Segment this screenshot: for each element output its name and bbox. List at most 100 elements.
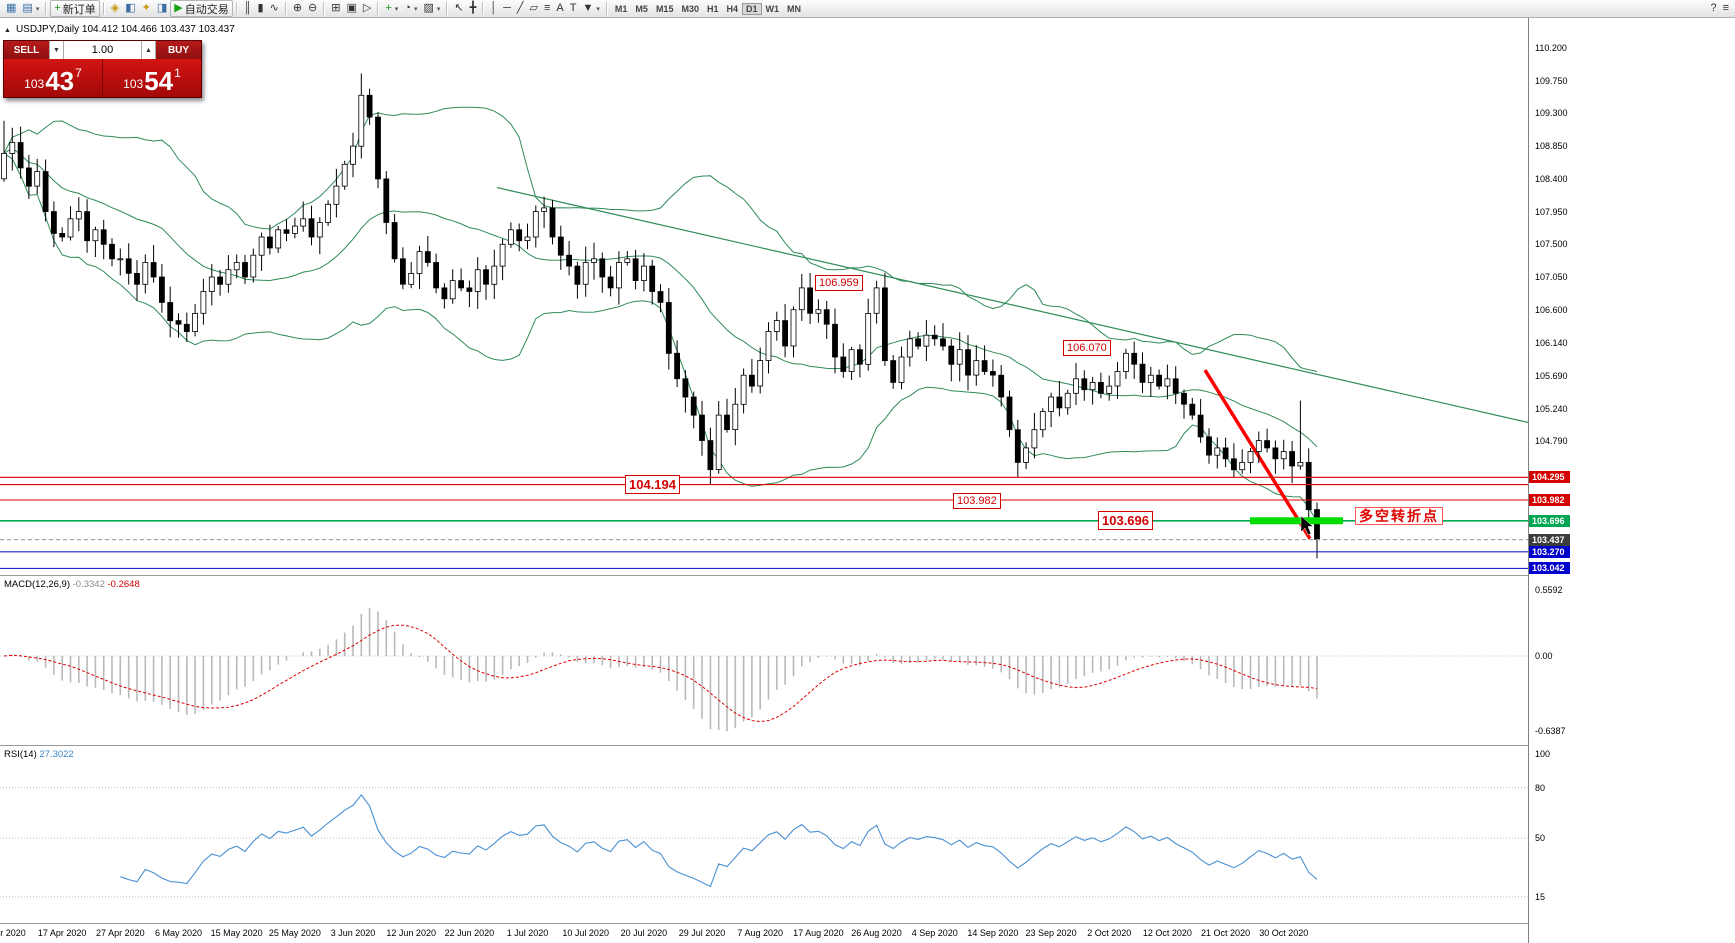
descending-trendline[interactable]: [496, 187, 1528, 423]
label-button[interactable]: T: [567, 1, 580, 16]
periods-button[interactable]: ◔ ▾: [401, 1, 420, 16]
price-label-104194[interactable]: 104.194: [625, 474, 680, 494]
auto-scroll-icon: ▣: [346, 2, 357, 14]
panel-separator[interactable]: [0, 575, 1735, 576]
fibonacci-button[interactable]: ≡: [541, 1, 553, 16]
toolbar-options-button[interactable]: ≡: [1720, 1, 1732, 16]
turning-point-label[interactable]: 多空转折点: [1355, 506, 1443, 525]
zoom-in-button[interactable]: ⊕: [290, 1, 305, 16]
buy-price-button[interactable]: 103 54 1: [103, 59, 201, 97]
date-axis-label: 12 Oct 2020: [1142, 928, 1192, 938]
volume-input[interactable]: [64, 41, 141, 59]
sell-price-button[interactable]: 103 43 7: [4, 59, 102, 97]
channel-button[interactable]: ▱: [527, 1, 541, 16]
bar-chart-button[interactable]: ║: [241, 1, 255, 16]
timeframe-mn-button[interactable]: MN: [787, 3, 802, 14]
date-axis-label: 12 Jun 2020: [386, 928, 436, 938]
text-button[interactable]: A: [553, 1, 566, 16]
timeframe-m15-button[interactable]: M15: [655, 3, 674, 14]
toolbar-separator: [605, 2, 608, 15]
panel-separator[interactable]: [0, 745, 1735, 746]
indicators-button[interactable]: + ▾: [382, 1, 401, 16]
timeframe-h1-button[interactable]: H1: [706, 3, 719, 14]
chart-ohlc-title: USDJPY,Daily 104.412 104.466 103.437 103…: [15, 24, 235, 35]
tile-windows-button[interactable]: ⊞: [328, 1, 343, 16]
line-chart-button[interactable]: ∿: [267, 1, 282, 16]
toolbar-separator: [482, 2, 485, 15]
new-chart-button[interactable]: ▦: [3, 1, 19, 16]
market-watch-button[interactable]: ◈: [108, 1, 122, 16]
price-axis-label: 109.300: [1535, 108, 1568, 119]
terminal-button[interactable]: ◨: [154, 1, 170, 16]
price-tag: 103.437: [1529, 533, 1570, 546]
bb-lower-band: [3, 152, 1318, 523]
macd-label: MACD(12,26,9) -0.3342 -0.2648: [4, 579, 140, 590]
horizontal-line-button[interactable]: ─: [500, 1, 514, 16]
trendline-button[interactable]: ╱: [514, 1, 527, 16]
date-axis-label: 7 Aug 2020: [737, 928, 783, 938]
zoom-out-button[interactable]: ⊖: [305, 1, 320, 16]
bollinger-bands: [3, 106, 1318, 523]
buy-button[interactable]: BUY: [156, 41, 201, 59]
new-order-button-label: 新订单: [62, 3, 96, 16]
navigator-icon: ✦: [141, 2, 151, 14]
volume-increase-button[interactable]: ▲: [141, 41, 156, 59]
timeframe-d1-button[interactable]: D1: [742, 2, 762, 15]
auto-trading-button[interactable]: ▶ 自动交易: [170, 0, 233, 17]
arrows-button[interactable]: ▼ ▾: [580, 1, 603, 16]
timeframe-w1-button[interactable]: W1: [765, 3, 780, 14]
price-label-103696[interactable]: 103.696: [1098, 510, 1153, 530]
cursor-icon: ↖: [454, 2, 464, 14]
navigator-button[interactable]: ✦: [139, 1, 154, 16]
macd-axis-label: -0.6387: [1535, 726, 1566, 737]
rsi-panel[interactable]: [0, 746, 1528, 923]
timeframe-m1-button[interactable]: M1: [614, 3, 628, 14]
date-axis-label: 2 Oct 2020: [1087, 928, 1132, 938]
sell-button[interactable]: SELL: [4, 41, 49, 59]
crosshair-button[interactable]: ╋: [467, 1, 480, 16]
toolbar-separator: [377, 2, 380, 15]
timeframe-m30-button[interactable]: M30: [681, 3, 699, 14]
time-axis[interactable]: 7 Apr 2020 17 Apr 2020 27 Apr 2020 6 May 20…: [0, 924, 1528, 943]
timeframe-h4-button[interactable]: H4: [726, 3, 738, 14]
date-axis-label: 17 Apr 2020: [37, 928, 87, 938]
timeframe-m5-button[interactable]: M5: [635, 3, 648, 14]
chart-profiles-button[interactable]: ▤ ▾: [19, 1, 42, 16]
vertical-line-button[interactable]: │: [487, 1, 500, 16]
candlestick-chart-button[interactable]: ▮: [255, 1, 267, 16]
price-label-106959[interactable]: 106.959: [815, 274, 863, 291]
tile-windows-icon: ⊞: [331, 2, 341, 14]
zoom-in-icon: ⊕: [292, 2, 303, 14]
chevron-down-icon: ▾: [394, 5, 399, 13]
bar-chart-icon: ║: [243, 2, 252, 14]
help-button[interactable]: ?: [1707, 1, 1719, 16]
volume-decrease-button[interactable]: ▼: [49, 41, 64, 59]
chart-shift-icon: ▷: [362, 2, 372, 14]
data-window-icon: ◧: [125, 2, 136, 14]
price-axis-label: 107.500: [1535, 239, 1568, 250]
breakdown-trendline[interactable]: [1203, 369, 1312, 540]
price-label-103982[interactable]: 103.982: [953, 492, 1001, 509]
price-scale[interactable]: 110.200 109.750 109.300 108.850 108.400 107.9…: [1528, 18, 1735, 943]
templates-button[interactable]: ▨ ▾: [420, 1, 443, 16]
macd-axis-label: 0.00: [1535, 651, 1553, 661]
date-axis-label: 10 Jul 2020: [562, 928, 609, 938]
main-chart[interactable]: [0, 18, 1528, 575]
cursor-button[interactable]: ↖: [451, 1, 466, 16]
rsi-axis-label: 80: [1535, 782, 1546, 793]
crosshair-icon: ╋: [469, 2, 477, 14]
chart-shift-button[interactable]: ▷: [360, 1, 374, 16]
trendline-icon: ╱: [516, 2, 524, 14]
date-axis-label: 27 Apr 2020: [96, 928, 145, 938]
data-window-button[interactable]: ◧: [122, 1, 138, 16]
new-chart-icon: ▦: [6, 2, 17, 14]
price-label-106070[interactable]: 106.070: [1063, 340, 1111, 357]
indicators-icon: +: [385, 2, 392, 14]
chevron-down-icon: ▾: [35, 5, 40, 13]
new-order-button[interactable]: + 新订单: [50, 0, 100, 17]
one-click-collapse-icon[interactable]: ▲: [4, 27, 11, 34]
price-axis-label: 107.950: [1535, 206, 1568, 217]
auto-scroll-button[interactable]: ▣: [343, 1, 359, 16]
sell-price-point: 7: [75, 66, 82, 80]
macd-panel[interactable]: [0, 576, 1528, 745]
